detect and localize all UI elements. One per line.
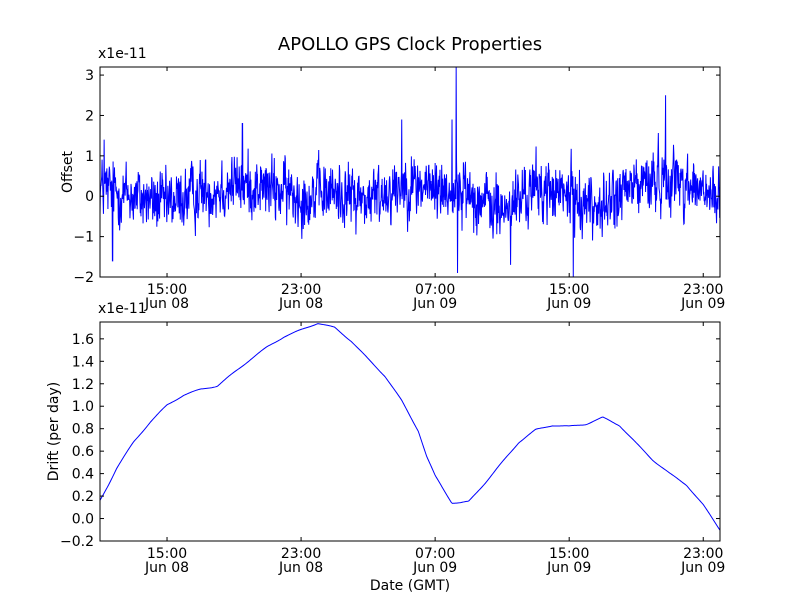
xtick-time-0-2: 07:00 [415,282,455,298]
axis-multiplier-1: x1e-11 [98,301,147,317]
ytick-label-1-8: 1.4 [72,354,94,370]
ytick-label-0-4: 2 [85,108,94,124]
figure-title: APOLLO GPS Clock Properties [278,34,542,55]
xtick-date-0-4: Jun 09 [680,296,725,312]
ytick-label-1-3: 0.4 [72,467,94,483]
ytick-label-1-6: 1.0 [72,399,94,415]
ytick-label-1-1: 0.0 [72,512,94,528]
ylabel-0: Offset [60,150,76,193]
ytick-label-1-9: 1.6 [72,332,94,348]
xtick-date-0-1: Jun 08 [278,296,323,312]
xlabel-1: Date (GMT) [370,578,450,594]
xtick-time-0-1: 23:00 [281,282,321,298]
xtick-date-0-2: Jun 09 [412,296,457,312]
xtick-time-1-0: 15:00 [147,546,187,562]
drift-subplot: −0.20.00.20.40.60.81.01.21.41.615:00Jun … [46,301,725,594]
ytick-label-0-2: 0 [85,189,94,205]
xtick-date-1-0: Jun 08 [144,560,189,576]
series-line-1 [100,323,720,531]
ytick-label-1-4: 0.6 [72,444,94,460]
ytick-label-1-0: −0.2 [60,534,94,550]
xtick-time-1-2: 07:00 [415,546,455,562]
xtick-time-1-4: 23:00 [683,546,723,562]
ytick-label-0-3: 1 [85,149,94,165]
ytick-label-0-0: −2 [73,270,94,286]
xtick-time-0-4: 23:00 [683,282,723,298]
axis-multiplier-0: x1e-11 [98,46,147,62]
ytick-label-1-2: 0.2 [72,489,94,505]
xtick-time-0-3: 15:00 [549,282,589,298]
xtick-time-1-1: 23:00 [281,546,321,562]
xtick-date-0-3: Jun 09 [546,296,591,312]
xtick-date-1-2: Jun 09 [412,560,457,576]
xtick-date-0-0: Jun 08 [144,296,189,312]
xtick-time-1-3: 15:00 [549,546,589,562]
xtick-date-1-4: Jun 09 [680,560,725,576]
xtick-date-1-3: Jun 09 [546,560,591,576]
ytick-label-0-1: −1 [73,230,94,246]
ytick-label-1-5: 0.8 [72,422,94,438]
series-line-0 [100,67,720,277]
ytick-label-1-7: 1.2 [72,377,94,393]
plot-frame-0 [99,66,721,278]
ylabel-1: Drift (per day) [46,382,62,481]
plot-frame-1 [99,321,721,542]
ytick-label-0-5: 3 [85,68,94,84]
xtick-date-1-1: Jun 08 [278,560,323,576]
xtick-time-0-0: 15:00 [147,282,187,298]
